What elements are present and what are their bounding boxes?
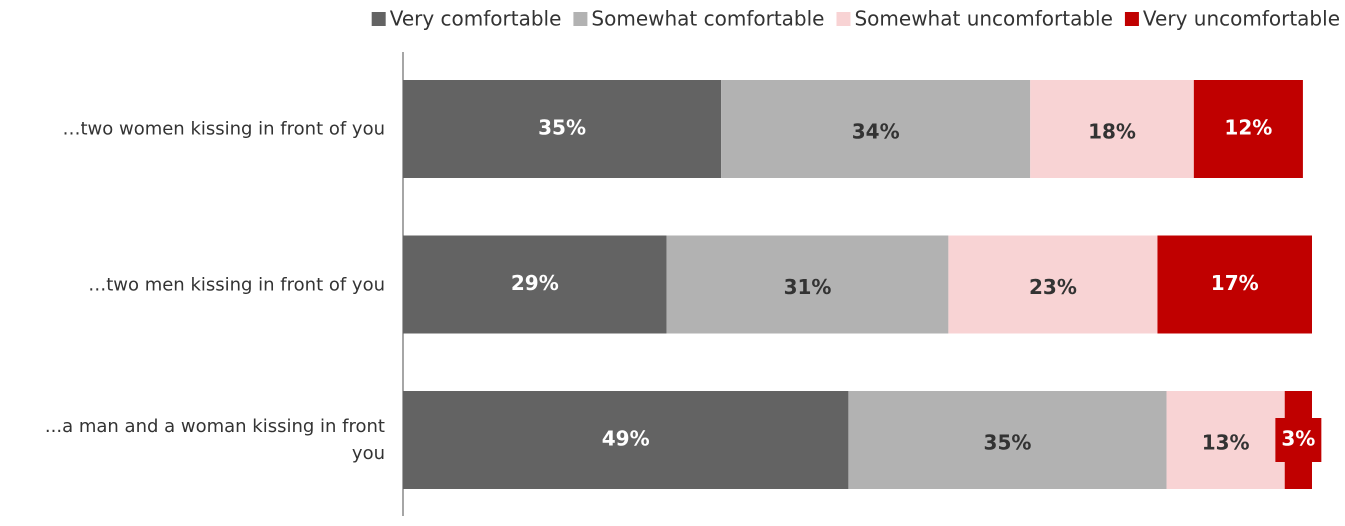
legend-label: Somewhat uncomfortable [854,7,1112,31]
bar-segment [403,80,722,178]
data-label: 3% [1281,427,1315,451]
data-label: 34% [852,120,900,144]
bar-segment [948,235,1158,334]
bar-segment [403,391,849,489]
data-label: 29% [511,271,559,295]
bar-segment [1193,80,1303,178]
legend-label: Very comfortable [390,7,562,31]
bar-segment [1157,235,1312,334]
data-label: 49% [602,427,650,451]
data-label: 12% [1224,116,1272,140]
bar-segment [848,391,1167,489]
data-label-background [1275,418,1322,462]
data-label: 18% [1088,120,1136,144]
data-label: 35% [984,431,1032,455]
data-label: 31% [784,275,832,299]
y-tick-label: …two men kissing in front of you [88,274,385,295]
data-label: 17% [1211,271,1259,295]
y-tick-label: …two women kissing in front of you [62,118,385,140]
data-label: 13% [1202,431,1250,455]
data-label: 23% [1029,275,1077,299]
bar-segment [1166,391,1285,489]
legend-swatch [371,12,386,26]
legend-label: Somewhat comfortable [591,7,824,31]
y-tick-label: ...a man and a woman kissing in front yo… [44,416,385,464]
data-label: 35% [538,116,586,140]
legend-swatch [1124,12,1139,26]
bar-segment [403,235,667,334]
legend-swatch [573,12,588,26]
legend-label: Very uncomfortable [1143,7,1340,31]
bar-segment [721,80,1031,178]
bar-segment [1030,80,1194,178]
bar-segment [666,235,949,334]
legend-swatch [836,12,851,26]
